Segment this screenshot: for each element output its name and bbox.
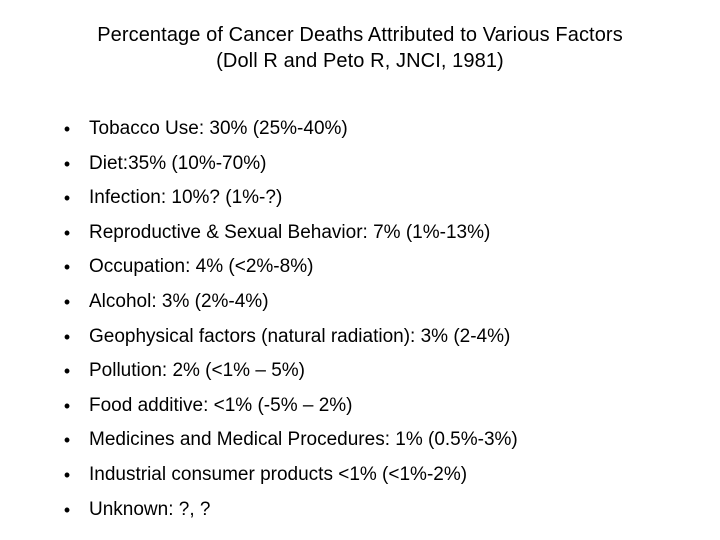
bullet-icon: • bbox=[63, 188, 71, 209]
list-item-text: Pollution: 2% (<1% – 5%) bbox=[89, 360, 305, 382]
list-item-text: Tobacco Use: 30% (25%-40%) bbox=[89, 118, 348, 139]
bullet-icon: • bbox=[63, 153, 71, 174]
title-line-2: (Doll R and Peto R, JNCI, 1981) bbox=[216, 50, 504, 72]
bullet-icon: • bbox=[63, 291, 71, 312]
bullet-icon: • bbox=[63, 499, 71, 520]
list-item-text: Food additive: <1% (-5% – 2%) bbox=[89, 394, 353, 416]
bullet-icon: • bbox=[63, 326, 71, 347]
bullet-icon: • bbox=[63, 257, 71, 278]
list-item-text: Geophysical factors (natural radiation):… bbox=[89, 325, 511, 347]
list-item-text: Industrial consumer products <1% (<1%-2%… bbox=[89, 463, 468, 485]
list-item-text: Diet:35% (10%-70%) bbox=[89, 152, 267, 174]
list-item-text: Unknown: ?, ? bbox=[89, 498, 211, 520]
bullet-icon: • bbox=[63, 395, 71, 416]
title-line-1: Percentage of Cancer Deaths Attributed t… bbox=[97, 24, 623, 46]
bullet-icon: • bbox=[63, 464, 71, 485]
bullet-icon: • bbox=[63, 119, 71, 139]
list-item-text: Alcohol: 3% (2%-4%) bbox=[89, 290, 269, 312]
list-item-text: Reproductive & Sexual Behavior: 7% (1%-1… bbox=[89, 221, 491, 243]
bullet-icon: • bbox=[63, 430, 71, 451]
list-item-text: Infection: 10%? (1%-?) bbox=[89, 187, 283, 209]
list-item-text: Medicines and Medical Procedures: 1% (0.… bbox=[89, 429, 518, 451]
bullet-icon: • bbox=[63, 222, 71, 243]
list-item-text: Occupation: 4% (<2%-8%) bbox=[89, 256, 314, 278]
slide-title: Percentage of Cancer Deaths Attributed t… bbox=[0, 22, 720, 74]
bullet-icon: • bbox=[63, 361, 71, 382]
